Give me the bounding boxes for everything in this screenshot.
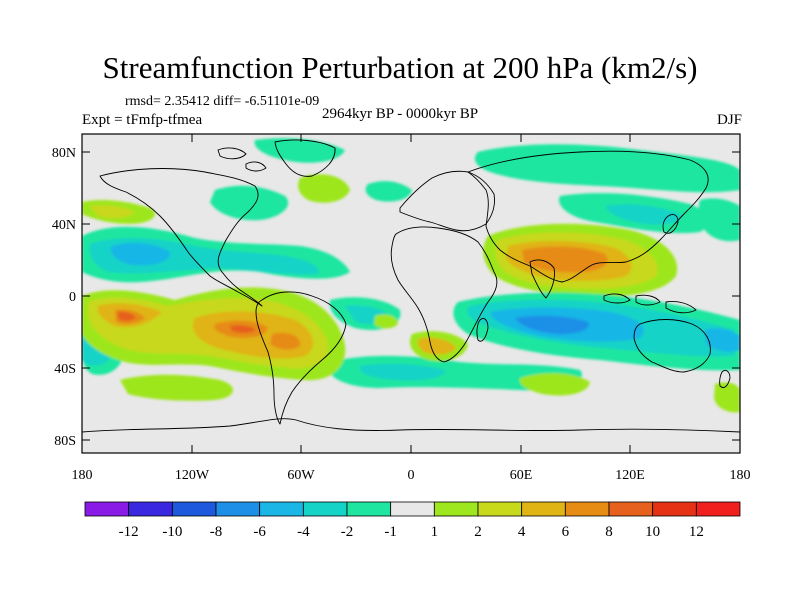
- coast-africa: [390, 226, 498, 363]
- coast-south-america: [255, 291, 347, 425]
- coast-arctic-islands: [217, 147, 267, 172]
- lon-label-180e: 180: [730, 468, 751, 483]
- colorbar-box: [652, 501, 697, 517]
- coast-antarctica: [82, 418, 740, 433]
- coastlines: [82, 139, 740, 433]
- colorbar-label: 4: [518, 524, 526, 540]
- coast-australia: [633, 319, 711, 373]
- lat-axis: [82, 151, 740, 441]
- colorbar-box: [608, 501, 654, 517]
- contour-sa-pos5: [118, 311, 256, 333]
- colorbar-box: [477, 501, 523, 517]
- lon-label-0: 0: [408, 468, 415, 483]
- colorbar-label: 12: [689, 524, 704, 540]
- coast-new-zealand: [719, 369, 731, 389]
- colorbar-label: -10: [162, 524, 182, 540]
- coast-europe: [399, 170, 495, 232]
- colorbar-label: 1: [431, 524, 439, 540]
- colorbar-box: [259, 501, 304, 517]
- colorbar-box: [346, 501, 392, 517]
- colorbar-label: 10: [645, 524, 660, 540]
- map-area: [82, 134, 740, 453]
- stats-label: rmsd= 2.35412 diff= -6.51101e-09: [125, 94, 320, 109]
- colorbar-box: [171, 501, 217, 517]
- lat-label-80n: 80N: [52, 146, 76, 161]
- colorbar-label: -12: [119, 524, 139, 540]
- coast-north-america: [99, 168, 263, 307]
- lon-axis: [191, 134, 631, 453]
- contour-europe-neg: [365, 181, 412, 202]
- colorbar-label: -6: [253, 524, 266, 540]
- lat-label-0: 0: [69, 290, 76, 305]
- colorbar-label: -1: [384, 524, 397, 540]
- colorbar-box: [215, 501, 261, 517]
- colorbar-label: 8: [605, 524, 613, 540]
- colorbar-box: [390, 501, 435, 517]
- plot-title: Streamfunction Perturbation at 200 hPa (…: [102, 50, 698, 85]
- lat-label-80s: 80S: [54, 434, 76, 449]
- colorbar-box: [433, 501, 479, 517]
- colorbar-box: [128, 501, 173, 517]
- coast-india: [529, 259, 555, 299]
- contour-sa-pos3: [97, 303, 313, 359]
- contour-pacific-pos: [298, 174, 350, 203]
- lon-label-180w: 180: [72, 468, 93, 483]
- colorbar-labels: -12 -10 -8 -6 -4 -2 -1 1 2 4 6 8 10 12: [119, 524, 704, 540]
- experiment-label: Expt = tFmfp-tfmea: [82, 112, 203, 128]
- coast-japan: [662, 214, 679, 234]
- lat-label-40n: 40N: [52, 218, 76, 233]
- contour-far-south-pos: [714, 382, 740, 413]
- colorbar-label: -4: [297, 524, 310, 540]
- contour-indian-neg4: [515, 315, 589, 334]
- contour-equator-pos: [374, 314, 398, 329]
- lon-label-60w: 60W: [287, 468, 315, 483]
- colorbar-box: [302, 501, 348, 517]
- contour-s-atlantic-pos2: [417, 337, 456, 355]
- contour-asia-neg2: [605, 204, 681, 225]
- contour-na-pos2: [90, 205, 135, 219]
- colorbar-box: [564, 501, 610, 517]
- lon-label-120e: 120E: [615, 468, 645, 483]
- colorbar-box: [521, 501, 566, 517]
- contour-southasia-pos4: [522, 246, 608, 273]
- contour-s-pacific-pos: [120, 374, 234, 401]
- colorbar-label: -8: [210, 524, 223, 540]
- colorbar-box: [695, 501, 741, 517]
- colorbar-label: -2: [341, 524, 354, 540]
- contour-atlantic-neg: [210, 185, 289, 221]
- colorbar-label: 6: [562, 524, 570, 540]
- lon-label-60e: 60E: [510, 468, 533, 483]
- coast-madagascar: [476, 317, 489, 342]
- coast-greenland: [274, 139, 336, 177]
- lat-labels: 80N 40N 0 40S 80S: [52, 146, 76, 449]
- coast-asia: [467, 150, 709, 283]
- period-label: 2964kyr BP - 0000kyr BP: [322, 106, 479, 122]
- contour-sa-pos4: [115, 309, 301, 350]
- contour-s-indian-pos: [519, 373, 590, 396]
- lon-label-120w: 120W: [175, 468, 210, 483]
- contour-arctic-neg: [254, 138, 345, 163]
- colorbar: [84, 501, 741, 517]
- contour-south-neg-band2: [359, 363, 446, 381]
- contour-east-s-neg: [705, 328, 740, 352]
- contour-east-neg: [698, 198, 740, 242]
- colorbar-box: [84, 501, 130, 517]
- coast-maritime-continent: [603, 293, 697, 314]
- season-label: DJF: [716, 112, 742, 128]
- contour-north-pacific-neg3: [110, 243, 171, 266]
- lon-labels: 180 120W 60W 0 60E 120E 180: [72, 468, 751, 483]
- colorbar-label: 2: [474, 524, 482, 540]
- lat-label-40s: 40S: [54, 362, 76, 377]
